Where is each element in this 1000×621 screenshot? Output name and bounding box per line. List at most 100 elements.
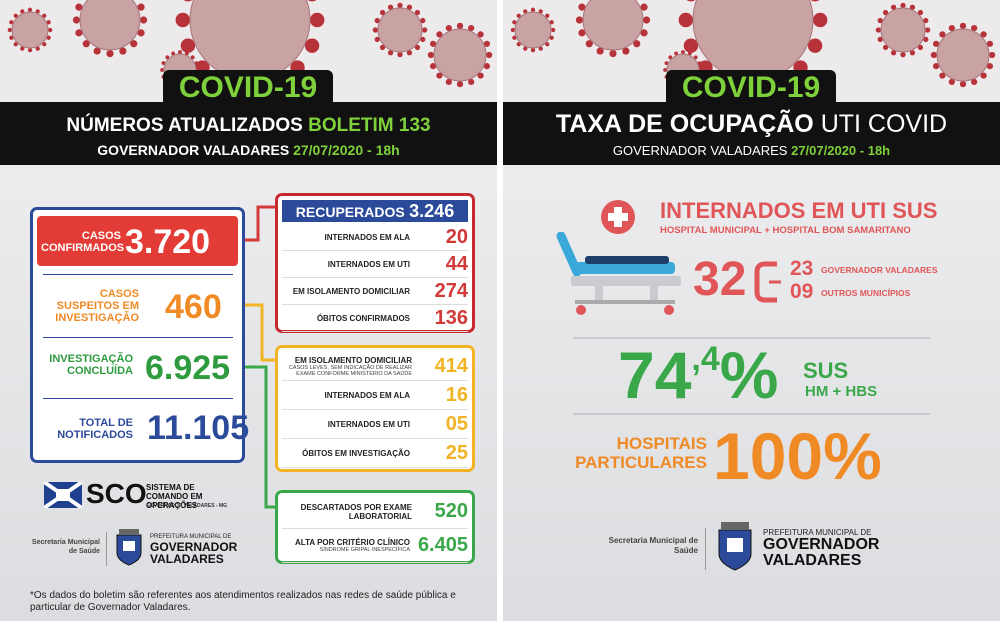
- row-value: 44: [445, 252, 468, 275]
- summary-label: TOTAL DE NOTIFICADOS: [57, 417, 133, 441]
- sco-flag: [44, 482, 82, 508]
- stat-row: INTERNADOS EM UTI 05: [282, 410, 468, 439]
- row-label-text: ÓBITOS CONFIRMADOS: [316, 313, 410, 323]
- row-value: 05: [445, 412, 468, 435]
- row-value: 20: [445, 225, 468, 248]
- virus-image: [503, 0, 1000, 102]
- stat-row: DESCARTADOS POR EXAME LABORATORIAL 520: [282, 495, 468, 529]
- breakdown-label: OUTROS MUNICÍPIOS: [821, 288, 911, 298]
- recovered-header: RECUPERADOS 3.246: [282, 200, 468, 222]
- divider: [43, 337, 233, 338]
- row-label-text: INTERNADOS EM UTI: [327, 259, 410, 269]
- title-line: NÚMEROS ATUALIZADOS BOLETIM 133: [0, 115, 497, 137]
- secretaria: Secretaria Municipal de Saúde: [608, 536, 698, 555]
- row-label: ÓBITOS CONFIRMADOS: [317, 314, 410, 323]
- stat-row: INTERNADOS EM ALA 20: [282, 224, 468, 251]
- summary-label: INVESTIGAÇÃO CONCLUÍDA: [49, 353, 133, 377]
- connector-orange: [240, 303, 278, 362]
- title-rest: UTI COVID: [820, 110, 948, 138]
- virus: [875, 2, 931, 58]
- sus-label: SUS: [803, 358, 849, 383]
- badge: COVID-19: [666, 70, 836, 104]
- left-panel: COVID-19 NÚMEROS ATUALIZADOS BOLETIM 133…: [0, 0, 497, 621]
- sco-name: SISTEMA DE COMANDO EM OPERAÇÕES: [146, 483, 203, 510]
- logo-divider: [106, 532, 107, 566]
- subtitle-line: GOVERNADOR VALADARES 27/07/2020 - 18h: [0, 142, 497, 158]
- summary-value: 11.105: [147, 409, 250, 447]
- icu-total: 32: [693, 253, 747, 306]
- row-label-text: INTERNADOS EM ALA: [324, 390, 410, 400]
- row-value: 25: [445, 441, 468, 464]
- row-label: ÓBITOS EM INVESTIGAÇÃO: [302, 449, 410, 458]
- row-label: INTERNADOS EM ALA: [325, 233, 410, 242]
- confirmed-panel: [37, 216, 238, 266]
- summary-value: 6.925: [145, 349, 231, 387]
- concluded-box: DESCARTADOS POR EXAME LABORATORIAL 520 ALT…: [275, 490, 475, 564]
- footer-city: GOVERNADOR VALADARES: [150, 540, 238, 566]
- virus: [7, 7, 53, 53]
- stat-row: EM ISOLAMENTO DOMICILIAR 274: [282, 278, 468, 305]
- date: 27/07/2020 - 18h: [293, 142, 400, 158]
- row-label: EM ISOLAMENTO DOMICILIAR CASOS LEVES, SEM…: [282, 356, 412, 377]
- summary-box: CASOS CONFIRMADOS 3.720 CASOS SUSPEITOS …: [30, 207, 249, 463]
- stat-row: EM ISOLAMENTO DOMICILIAR CASOS LEVES, SEM…: [282, 352, 468, 381]
- footer-city: GOVERNADOR VALADARES: [763, 536, 880, 569]
- row-label: INTERNADOS EM ALA: [325, 391, 410, 400]
- recovered-value: 3.246: [409, 201, 455, 221]
- crest: [718, 522, 752, 571]
- connector-green: [240, 365, 278, 509]
- bracket: [754, 261, 781, 303]
- summary-value: 3.720: [125, 223, 211, 261]
- connector-red: [240, 205, 278, 242]
- row-label: ALTA POR CRITÉRIO CLÍNICO SÍNDROME GRIPAL…: [295, 538, 410, 553]
- breakdown-value: 23: [790, 257, 814, 280]
- header-band: TAXA DE OCUPAÇÃO UTI COVID GOVERNADOR VA…: [503, 102, 1000, 165]
- breakdown-label: GOVERNADOR VALADARES: [821, 265, 938, 275]
- sus-unit: %: [719, 338, 779, 412]
- virus: [72, 0, 148, 58]
- date: 27/07/2020 - 18h: [791, 143, 891, 158]
- prefeitura: PREFEITURA MUNICIPAL DE: [150, 534, 232, 540]
- breakdown-value: 09: [790, 280, 814, 303]
- recovered-box: RECUPERADOS 3.246 INTERNADOS EM ALA 20 INT…: [275, 193, 475, 333]
- stat-row: INTERNADOS EM ALA 16: [282, 381, 468, 410]
- subtitle-line: GOVERNADOR VALADARES 27/07/2020 - 18h: [503, 143, 1000, 158]
- row-note: CASOS LEVES, SEM INDICAÇÃO DE REALIZAR E…: [288, 364, 412, 377]
- row-label-text: ÓBITOS EM INVESTIGAÇÃO: [302, 448, 410, 458]
- crest: [116, 529, 142, 566]
- sus-whole: 74: [618, 338, 692, 412]
- title-highlight: BOLETIM 133: [308, 115, 431, 136]
- sus-rate: 74,4%: [618, 337, 778, 413]
- row-value: 274: [434, 279, 468, 302]
- title-line: TAXA DE OCUPAÇÃO UTI COVID: [503, 110, 1000, 139]
- right-panel: COVID-19 TAXA DE OCUPAÇÃO UTI COVID GOVE…: [503, 0, 1000, 621]
- stat-row: INTERNADOS EM UTI 44: [282, 251, 468, 278]
- virus: [427, 22, 493, 88]
- row-label: INTERNADOS EM UTI: [328, 420, 410, 429]
- city: GOVERNADOR VALADARES: [97, 142, 290, 158]
- virus: [372, 2, 428, 58]
- divider: [573, 337, 930, 339]
- icu-title: INTERNADOS EM UTI SUS: [660, 198, 938, 223]
- summary-label: CASOS SUSPEITOS EM INVESTIGAÇÃO: [55, 288, 139, 324]
- row-label: EM ISOLAMENTO DOMICILIAR: [293, 287, 410, 296]
- cross-icon: [601, 200, 635, 234]
- virus: [510, 7, 556, 53]
- title: NÚMEROS ATUALIZADOS: [66, 115, 303, 136]
- sco-place: GOVERNADOR VALADARES - MG: [146, 503, 228, 509]
- row-value: 136: [434, 306, 468, 329]
- connectors: [240, 205, 278, 509]
- title: TAXA DE OCUPAÇÃO: [555, 110, 814, 138]
- row-label-text: EM ISOLAMENTO DOMICILIAR: [294, 355, 412, 365]
- row-value: 520: [434, 500, 468, 522]
- stat-row: ÓBITOS EM INVESTIGAÇÃO 25: [282, 439, 468, 468]
- divider: [573, 413, 930, 415]
- row-label-text: EM ISOLAMENTO DOMICILIAR: [292, 286, 410, 296]
- summary-label: CASOS CONFIRMADOS: [41, 230, 125, 254]
- private-label: HOSPITAIS PARTICULARES: [575, 434, 707, 472]
- city: GOVERNADOR VALADARES: [612, 143, 788, 158]
- sco-acronym: SCO: [86, 478, 147, 509]
- row-value: 6.405: [417, 534, 468, 556]
- row-label-text: ALTA POR CRITÉRIO CLÍNICO: [295, 538, 410, 547]
- row-label-text: INTERNADOS EM UTI: [327, 419, 410, 429]
